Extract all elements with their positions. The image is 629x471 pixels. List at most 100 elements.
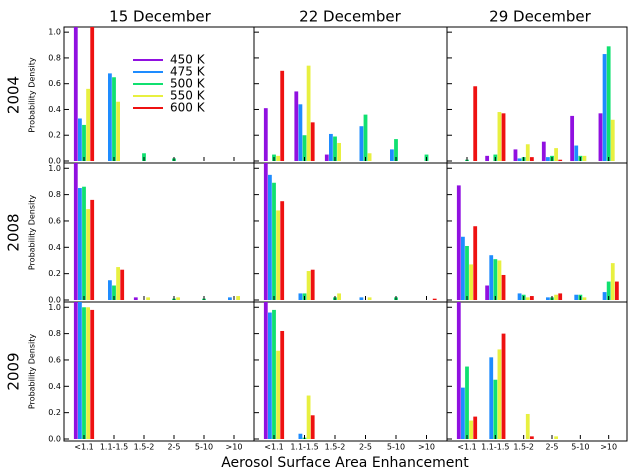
bar <box>298 433 303 439</box>
bar <box>541 141 546 161</box>
bar <box>329 133 333 161</box>
x-tick-label: 1.5-2 <box>325 443 346 452</box>
bar <box>598 113 603 161</box>
bar <box>298 104 303 161</box>
bar <box>82 186 86 300</box>
bar <box>582 297 587 300</box>
bar <box>529 157 534 161</box>
legend-label: 475 K <box>170 65 206 79</box>
bar <box>606 46 611 162</box>
bar <box>276 210 280 300</box>
bar <box>465 366 469 439</box>
bar <box>501 113 506 161</box>
bar <box>228 297 232 300</box>
bar <box>513 149 518 161</box>
bar <box>525 297 530 300</box>
row-label: 2009 <box>5 352 23 390</box>
y-tick-label: 0.0 <box>48 435 61 444</box>
bar <box>116 101 120 161</box>
bar <box>367 153 372 161</box>
bar <box>501 333 506 439</box>
bar <box>86 307 90 439</box>
bar <box>276 155 280 161</box>
bar <box>78 118 82 161</box>
x-tick-label: >10 <box>418 443 435 452</box>
y-tick-label: 0.8 <box>48 190 61 199</box>
bar <box>82 124 86 161</box>
bar <box>461 387 465 439</box>
bar <box>517 293 522 300</box>
bar <box>497 260 502 300</box>
column-title: 22 December <box>299 8 401 26</box>
bar <box>236 296 240 300</box>
bar <box>73 302 78 439</box>
y-axis-label: Probability Density <box>28 334 37 410</box>
bar <box>333 136 337 161</box>
row-label: 2008 <box>5 213 23 251</box>
bar <box>525 144 530 161</box>
bar <box>469 420 473 439</box>
bar <box>263 163 268 300</box>
y-tick-label: 0.0 <box>48 157 61 166</box>
bar <box>473 416 478 439</box>
bar <box>558 159 563 161</box>
x-tick-label: 1.5-2 <box>513 443 534 452</box>
legend-label: 500 K <box>170 77 206 91</box>
bar <box>133 297 138 300</box>
bar <box>456 302 461 439</box>
bar <box>310 415 315 439</box>
bar <box>337 142 341 161</box>
bar <box>489 357 494 439</box>
bar <box>280 70 285 161</box>
x-tick-label: 1.1-1.5 <box>100 443 128 452</box>
bar <box>546 157 550 161</box>
bar <box>359 297 364 300</box>
bar <box>310 122 315 161</box>
y-tick-label: 0.6 <box>48 79 61 88</box>
bar <box>306 271 311 300</box>
bar <box>294 91 299 161</box>
bar <box>485 285 490 300</box>
bar <box>90 27 95 161</box>
bar <box>529 296 534 300</box>
bar <box>337 293 341 300</box>
bar <box>272 182 276 300</box>
bar <box>546 297 550 300</box>
bar <box>394 139 398 161</box>
bar <box>280 201 285 300</box>
legend-label: 550 K <box>170 89 206 103</box>
bar <box>582 155 587 161</box>
bar <box>485 155 490 161</box>
x-tick-label: <1.1 <box>264 443 283 452</box>
bar <box>493 259 498 300</box>
bar <box>602 54 607 161</box>
bar <box>82 307 86 439</box>
bar <box>493 379 498 439</box>
legend-label: 600 K <box>170 101 206 115</box>
bar <box>606 281 611 300</box>
bar <box>614 281 619 300</box>
bar <box>367 297 372 300</box>
x-tick-label: 2-5 <box>545 443 558 452</box>
bar <box>78 302 82 439</box>
bar <box>489 255 494 300</box>
x-tick-label: 5-10 <box>387 443 405 452</box>
bar <box>73 27 78 161</box>
bar <box>306 395 311 439</box>
bar <box>324 154 329 161</box>
y-tick-label: 0.6 <box>48 216 61 225</box>
x-tick-label: >10 <box>226 443 243 452</box>
bar <box>529 436 534 439</box>
bar <box>268 174 272 300</box>
x-tick-label: 1.1-1.5 <box>481 443 509 452</box>
bar <box>263 302 268 439</box>
x-tick-label: <1.1 <box>74 443 93 452</box>
x-tick-label: 2-5 <box>167 443 180 452</box>
bar <box>272 309 276 439</box>
y-tick-label: 0.8 <box>48 329 61 338</box>
bar <box>146 297 150 300</box>
bar <box>310 269 315 300</box>
y-tick-label: 1.0 <box>48 28 61 37</box>
bar <box>112 77 116 161</box>
bar <box>456 185 461 300</box>
